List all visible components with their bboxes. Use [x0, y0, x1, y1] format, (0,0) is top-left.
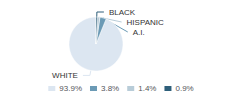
svg-text:3.8%: 3.8%	[101, 84, 119, 93]
svg-text:93.9%: 93.9%	[59, 84, 82, 93]
svg-text:A.I.: A.I.	[133, 28, 145, 37]
svg-text:BLACK: BLACK	[109, 8, 136, 17]
svg-text:1.4%: 1.4%	[138, 84, 156, 93]
svg-text:0.9%: 0.9%	[175, 84, 193, 93]
svg-text:HISPANIC: HISPANIC	[127, 18, 164, 27]
svg-text:WHITE: WHITE	[52, 71, 78, 80]
